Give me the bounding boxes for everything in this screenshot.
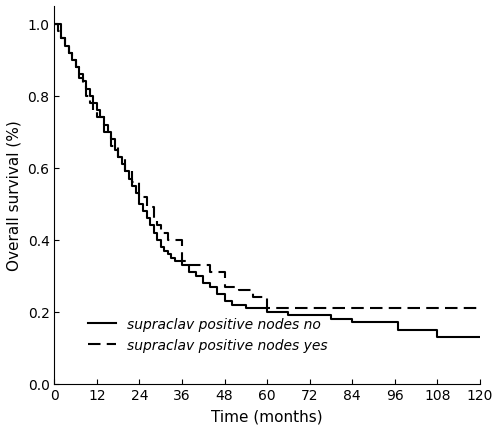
Line: supraclav positive nodes no: supraclav positive nodes no bbox=[54, 25, 480, 337]
supraclav positive nodes yes bbox=[477, 306, 483, 311]
supraclav positive nodes no bbox=[186, 270, 192, 275]
supraclav positive nodes yes bbox=[264, 306, 270, 311]
supraclav positive nodes no bbox=[434, 335, 440, 340]
supraclav positive nodes yes bbox=[62, 37, 68, 42]
supraclav positive nodes yes bbox=[52, 22, 58, 28]
supraclav positive nodes no bbox=[477, 335, 483, 340]
supraclav positive nodes no bbox=[208, 281, 214, 286]
X-axis label: Time (months): Time (months) bbox=[212, 408, 323, 423]
supraclav positive nodes yes bbox=[150, 205, 156, 210]
Y-axis label: Overall survival (%): Overall survival (%) bbox=[7, 120, 22, 270]
supraclav positive nodes yes bbox=[76, 65, 82, 71]
supraclav positive nodes no bbox=[136, 202, 142, 207]
supraclav positive nodes yes bbox=[94, 108, 100, 114]
supraclav positive nodes yes bbox=[90, 108, 96, 114]
supraclav positive nodes no bbox=[69, 51, 75, 56]
supraclav positive nodes yes bbox=[477, 306, 483, 311]
supraclav positive nodes no bbox=[101, 116, 107, 121]
supraclav positive nodes no bbox=[52, 22, 58, 28]
supraclav positive nodes no bbox=[162, 249, 168, 254]
Legend: supraclav positive nodes no, supraclav positive nodes yes: supraclav positive nodes no, supraclav p… bbox=[82, 312, 333, 358]
Line: supraclav positive nodes yes: supraclav positive nodes yes bbox=[54, 25, 480, 308]
